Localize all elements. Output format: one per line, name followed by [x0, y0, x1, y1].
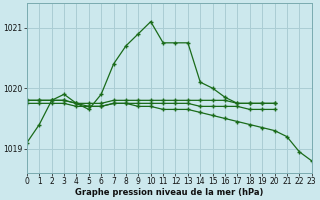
X-axis label: Graphe pression niveau de la mer (hPa): Graphe pression niveau de la mer (hPa) — [75, 188, 263, 197]
